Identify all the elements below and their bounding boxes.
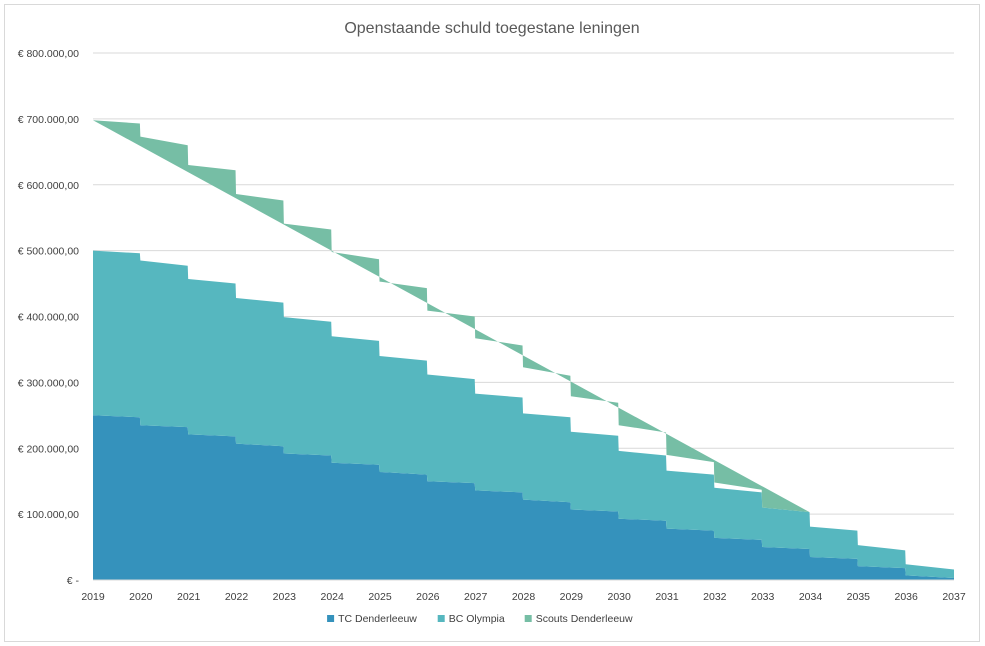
y-tick-label: € - <box>67 575 80 587</box>
y-tick-label: € 700.000,00 <box>18 114 79 126</box>
x-tick-label: 2030 <box>607 591 631 603</box>
x-tick-label: 2020 <box>129 591 153 603</box>
y-tick-label: € 400.000,00 <box>18 312 79 324</box>
x-tick-label: 2034 <box>799 591 823 603</box>
x-tick-label: 2037 <box>942 591 966 603</box>
area-series-group <box>93 120 954 580</box>
x-tick-label: 2033 <box>751 591 775 603</box>
x-tick-label: 2032 <box>703 591 727 603</box>
y-tick-label: € 500.000,00 <box>18 246 79 258</box>
y-tick-label: € 300.000,00 <box>18 377 79 389</box>
y-tick-label: € 200.000,00 <box>18 443 79 455</box>
legend-swatch <box>524 615 532 622</box>
area-series-3 <box>93 120 810 513</box>
x-axis-ticks: 2019 2020 2021 2022 2023 2024 2025 2026 2027 2028… <box>81 591 966 603</box>
y-tick-label: € 800.000,00 <box>18 48 79 60</box>
legend-swatch <box>327 615 335 622</box>
chart-title: Openstaande schuld toegestane leningen <box>344 20 639 37</box>
x-tick-label: 2036 <box>894 591 918 603</box>
x-tick-label: 2031 <box>655 591 679 603</box>
legend-label: TC Denderleeuw <box>338 613 417 625</box>
x-tick-label: 2029 <box>560 591 584 603</box>
x-tick-label: 2028 <box>512 591 536 603</box>
legend-swatch <box>437 615 445 622</box>
y-axis-ticks: € - € 100.000,00 € 200.000,00 € 300.000,00 €… <box>18 48 80 587</box>
x-tick-label: 2025 <box>368 591 392 603</box>
chart-svg: Openstaande schuld toegestane leningen €… <box>18 20 966 625</box>
x-tick-label: 2027 <box>464 591 488 603</box>
x-tick-label: 2022 <box>225 591 249 603</box>
legend-label: Scouts Denderleeuw <box>536 613 633 625</box>
x-tick-label: 2019 <box>81 591 105 603</box>
legend: TC Denderleeuw BC Olympia Scouts Denderlee… <box>327 613 633 625</box>
x-tick-label: 2026 <box>416 591 440 603</box>
y-tick-label: € 600.000,00 <box>18 180 79 192</box>
y-tick-label: € 100.000,00 <box>18 509 79 521</box>
area-series-2 <box>93 250 954 579</box>
x-tick-label: 2035 <box>847 591 871 603</box>
chart-frame: Openstaande schuld toegestane leningen €… <box>4 4 980 642</box>
x-tick-label: 2024 <box>320 591 344 603</box>
legend-label: BC Olympia <box>449 613 505 625</box>
x-tick-label: 2023 <box>273 591 297 603</box>
area-series-1 <box>93 415 954 580</box>
x-tick-label: 2021 <box>177 591 201 603</box>
